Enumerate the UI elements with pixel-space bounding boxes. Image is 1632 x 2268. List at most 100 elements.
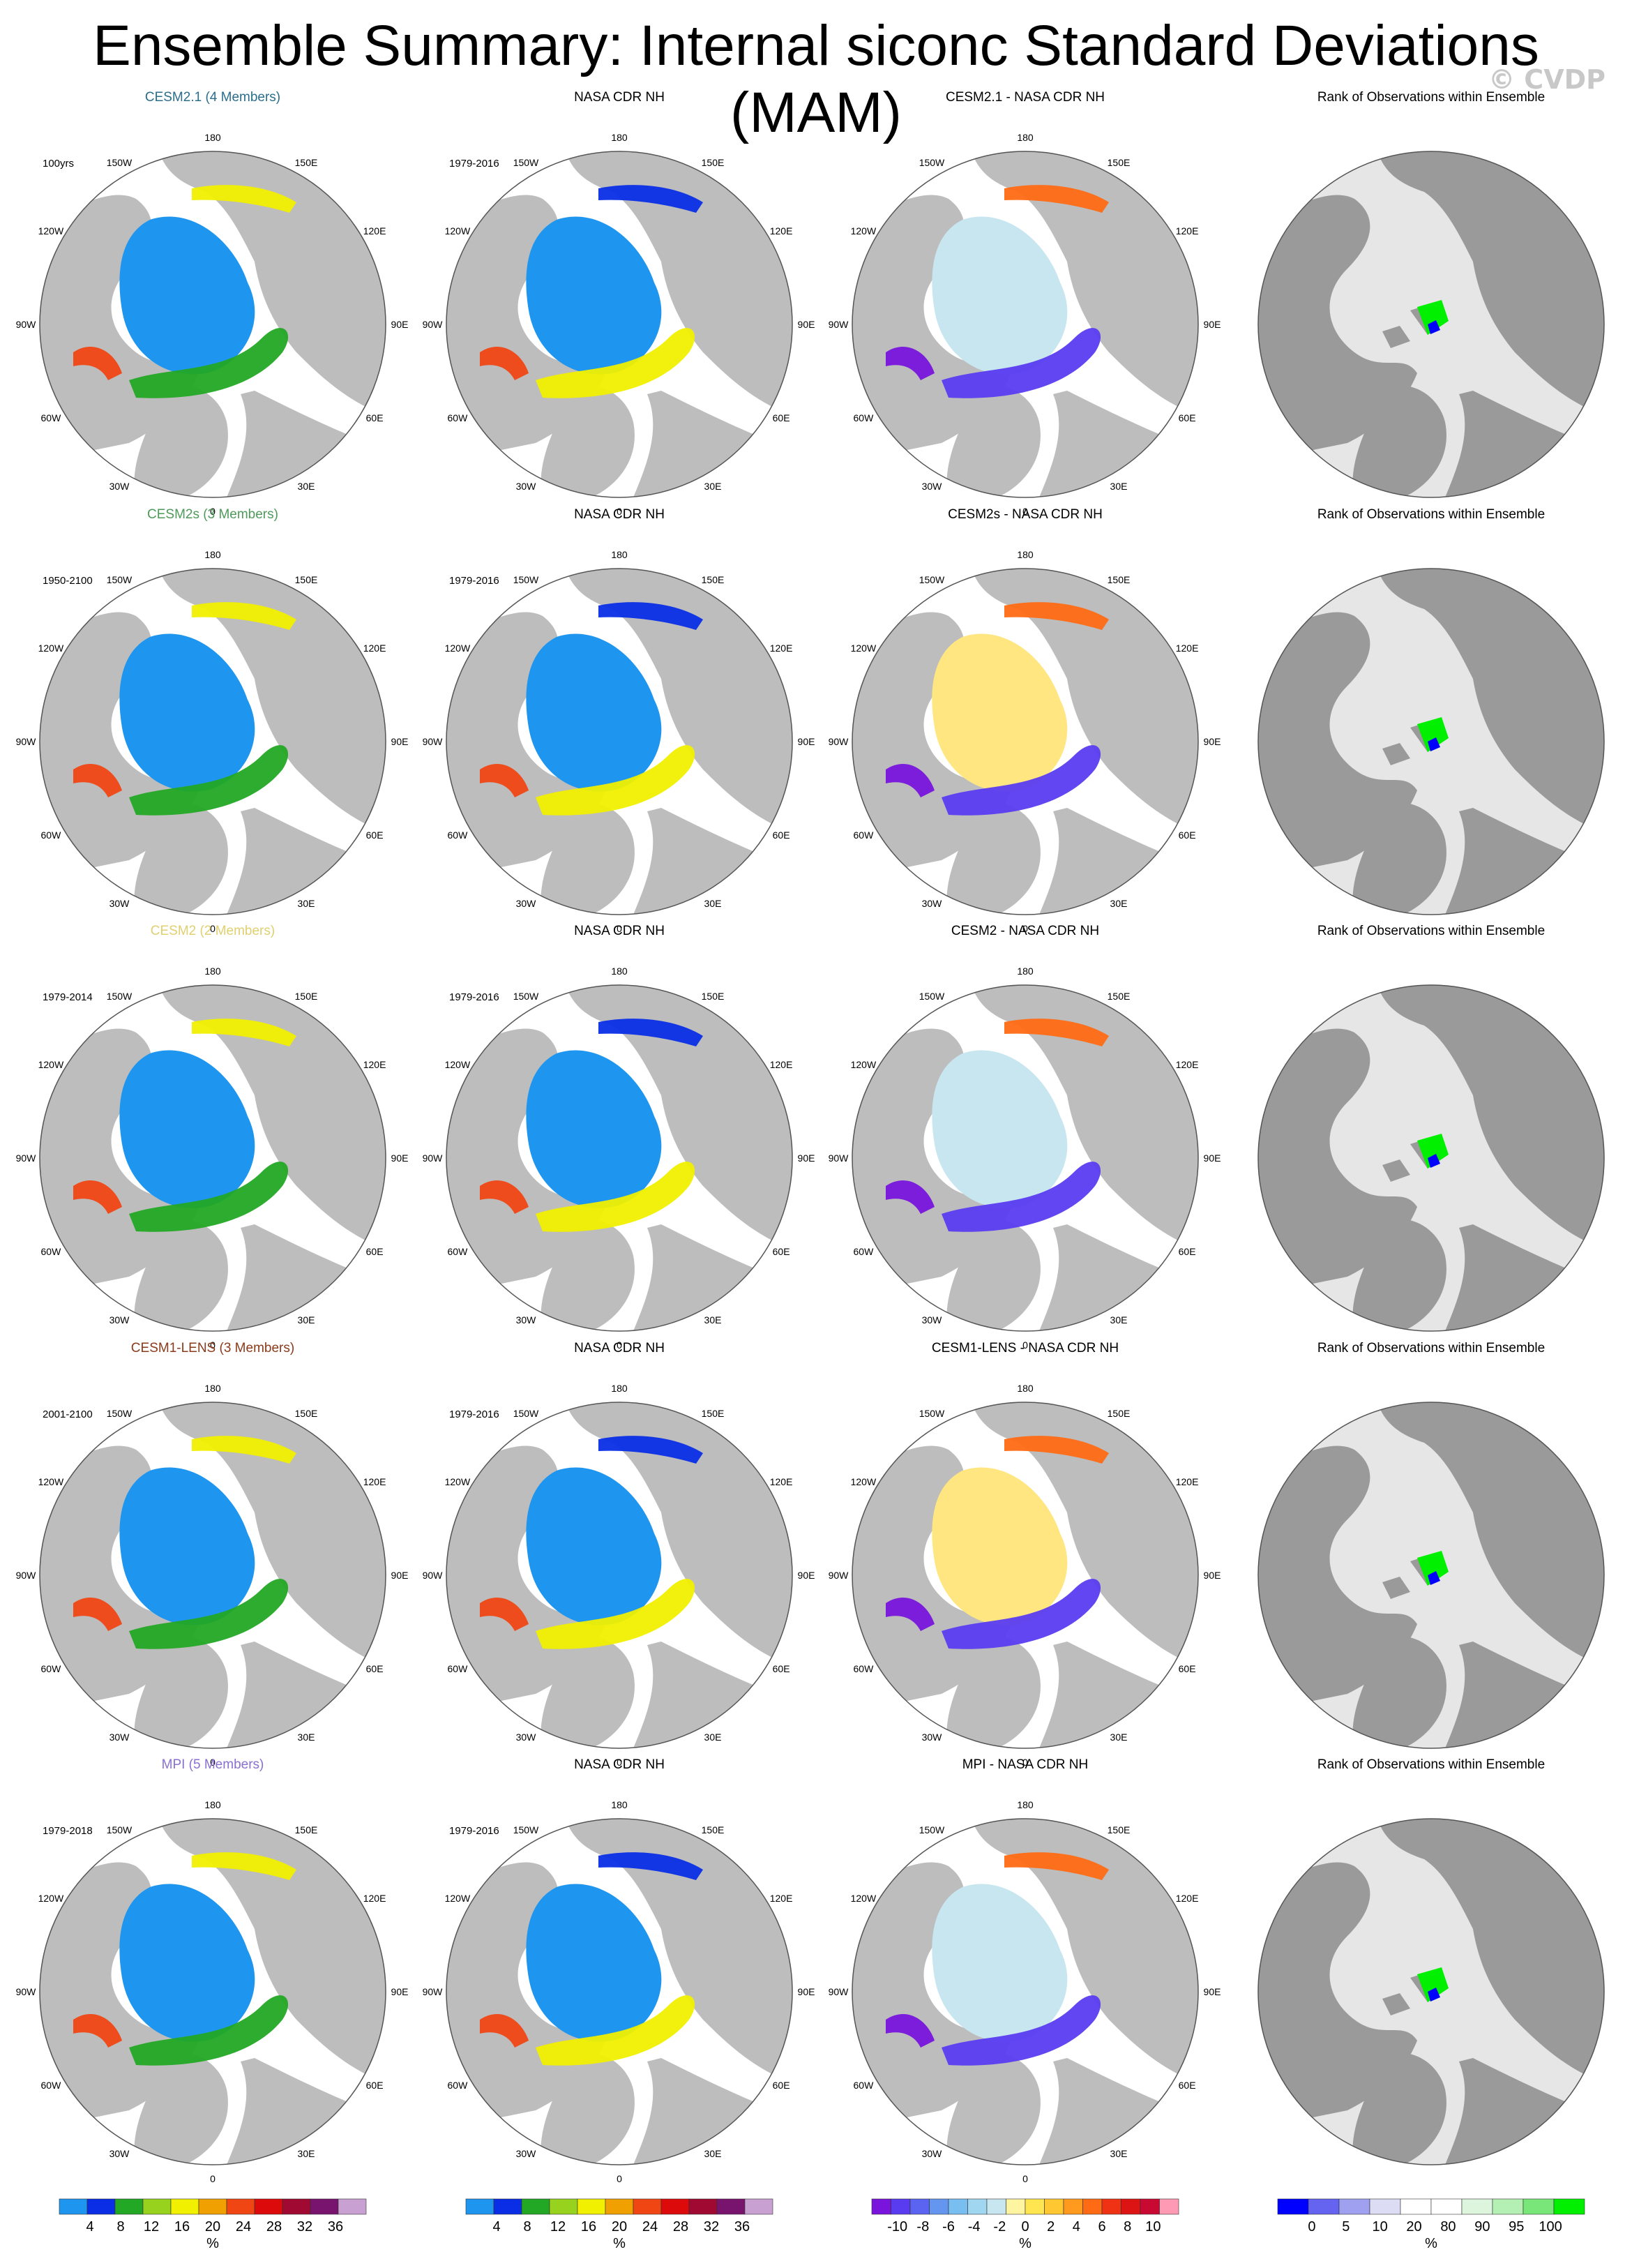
- longitude-label: 90W: [423, 736, 444, 747]
- longitude-label: 90E: [798, 1986, 815, 1997]
- colorbar-tick-label: 10: [1145, 2219, 1161, 2235]
- colorbar-swatch: [929, 2198, 949, 2215]
- longitude-label: 90E: [391, 319, 409, 330]
- colorbar-tick-label: 100: [1539, 2219, 1562, 2235]
- longitude-label: 30E: [704, 481, 722, 492]
- colorbar-swatch: [1430, 2198, 1463, 2215]
- longitude-label: 0: [617, 1339, 622, 1351]
- longitude-label: 180: [611, 549, 628, 560]
- longitude-label: 150E: [702, 1824, 725, 1835]
- panel-title: NASA CDR NH: [574, 1341, 665, 1355]
- longitude-label: 60E: [1179, 829, 1196, 841]
- longitude-label: 180: [204, 1799, 221, 1810]
- colorbar-unit-label: %: [1019, 2236, 1032, 2251]
- colorbar-tick-label: 36: [328, 2219, 343, 2235]
- longitude-label: 90W: [829, 1152, 849, 1164]
- longitude-label: 60W: [448, 1663, 469, 1674]
- panel-period: 1979-2016: [449, 991, 499, 1003]
- longitude-label: 150E: [1108, 157, 1131, 168]
- longitude-label: 60W: [448, 829, 469, 841]
- colorbar-1: 4 8 12 16 20 24 28 32 36%: [59, 2198, 367, 2251]
- longitude-label: 90E: [391, 1570, 409, 1581]
- longitude-label: 150E: [295, 1408, 318, 1419]
- panel-title: MPI - NASA CDR NH: [962, 1757, 1089, 1772]
- longitude-label: 120W: [851, 1476, 877, 1487]
- panel-period: 1979-2016: [449, 158, 499, 170]
- longitude-label: 120E: [770, 643, 793, 654]
- longitude-label: 180: [1017, 549, 1034, 560]
- longitude-label: 150E: [295, 574, 318, 585]
- map-panel-r2-c3: CESM2s - NASA CDR NH 180 150E 120E 90E 60E 30E…: [829, 507, 1221, 934]
- map-panel-r3-c4: Rank of Observations within Ensemble: [1257, 924, 1605, 1332]
- panel-period: 1979-2016: [449, 575, 499, 587]
- map-panel-r5-c4: Rank of Observations within Ensemble: [1257, 1757, 1605, 2165]
- colorbar-swatch: [1338, 2198, 1370, 2215]
- longitude-label: 120E: [1176, 225, 1199, 236]
- longitude-label: 180: [1017, 132, 1034, 143]
- colorbar-swatch: [1492, 2198, 1524, 2215]
- colorbar-swatch: [744, 2198, 773, 2215]
- longitude-label: 90E: [798, 1152, 815, 1164]
- longitude-label: 90E: [391, 1986, 409, 1997]
- colorbar-tick-label: 32: [297, 2219, 312, 2235]
- longitude-label: 180: [1017, 1383, 1034, 1394]
- longitude-label: 120W: [851, 1893, 877, 1904]
- longitude-label: 90W: [829, 736, 849, 747]
- longitude-label: 0: [210, 2173, 216, 2184]
- map-panel-r1-c2: NASA CDR NH 1979-2016 180 150E 120E 90E 60E 30E…: [423, 90, 815, 517]
- longitude-label: 120W: [445, 225, 471, 236]
- longitude-label: 90W: [423, 319, 444, 330]
- map-panel-r5-c3: MPI - NASA CDR NH 180 150E 120E 90E 60E 30E 0 30…: [829, 1757, 1221, 2184]
- longitude-label: 150W: [919, 157, 945, 168]
- longitude-label: 60E: [366, 1663, 384, 1674]
- colorbar-tick-label: 0: [1021, 2219, 1029, 2235]
- map-outline: [446, 151, 793, 498]
- panel-period: 1979-2016: [449, 1825, 499, 1837]
- colorbar-4: 0 5 10 20 80 90 95 100%: [1277, 2198, 1585, 2251]
- longitude-label: 30W: [109, 1732, 130, 1743]
- longitude-label: 0: [1022, 1757, 1028, 1768]
- longitude-label: 120W: [851, 225, 877, 236]
- longitude-label: 120E: [1176, 643, 1199, 654]
- longitude-label: 60W: [854, 1663, 875, 1674]
- colorbar-3: -10 -8 -6 -4 -2 0 2 4 6 8 10%: [871, 2198, 1179, 2251]
- longitude-label: 150E: [702, 574, 725, 585]
- longitude-label: 90W: [829, 1986, 849, 1997]
- map-outline: [446, 568, 793, 915]
- colorbar-swatch: [660, 2198, 690, 2215]
- longitude-label: 150W: [513, 1824, 539, 1835]
- panel-period: 100yrs: [43, 158, 74, 170]
- colorbar-swatch: [891, 2198, 911, 2215]
- watermark: © CVDP: [1488, 64, 1605, 95]
- panel-title: CESM1-LENS - NASA CDR NH: [932, 1341, 1119, 1355]
- panel-period: 1979-2014: [43, 991, 93, 1003]
- longitude-label: 30W: [922, 898, 943, 909]
- colorbar-swatch: [967, 2198, 988, 2215]
- longitude-label: 180: [204, 132, 221, 143]
- map-outline: [1257, 984, 1605, 1332]
- map-outline: [39, 1402, 386, 1749]
- longitude-label: 180: [611, 1383, 628, 1394]
- longitude-label: 90W: [16, 736, 37, 747]
- map-panel-r1-c3: CESM2.1 - NASA CDR NH 180 150E 120E 90E 60E 30…: [829, 90, 1221, 517]
- longitude-label: 60E: [1179, 412, 1196, 423]
- colorbar-tick-label: 12: [550, 2219, 566, 2235]
- colorbar-swatch: [1553, 2198, 1585, 2215]
- longitude-label: 180: [611, 132, 628, 143]
- colorbar-tick-label: 90: [1474, 2219, 1490, 2235]
- longitude-label: 30E: [1110, 481, 1128, 492]
- longitude-label: 120E: [363, 643, 386, 654]
- longitude-label: 90E: [1204, 1986, 1221, 1997]
- longitude-label: 150W: [107, 1824, 133, 1835]
- map-panel-r5-c1: MPI (5 Members) 1979-2018 180 150E 120E 90E 60…: [16, 1757, 409, 2184]
- longitude-label: 0: [210, 923, 216, 934]
- colorbar-tick-label: -10: [887, 2219, 907, 2235]
- colorbar-tick-label: 28: [673, 2219, 688, 2235]
- longitude-label: 30E: [704, 1314, 722, 1325]
- colorbar-swatch: [282, 2198, 311, 2215]
- map-panel-r3-c3: CESM2 - NASA CDR NH 180 150E 120E 90E 60E 30E 0…: [829, 924, 1221, 1351]
- panel-title: CESM2.1 (4 Members): [145, 90, 280, 105]
- panel-title: NASA CDR NH: [574, 1757, 665, 1772]
- longitude-label: 30W: [922, 2148, 943, 2159]
- longitude-label: 0: [1022, 923, 1028, 934]
